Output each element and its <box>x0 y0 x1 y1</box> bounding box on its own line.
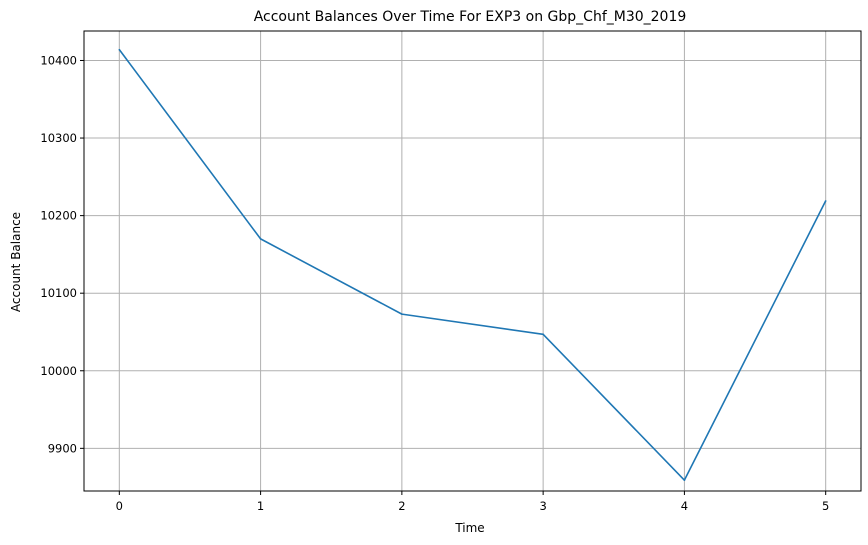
data-point <box>683 479 686 481</box>
data-point <box>542 333 544 336</box>
x-tick-label: 1 <box>257 499 264 513</box>
y-tick-label: 10300 <box>40 131 77 145</box>
data-point <box>259 238 262 240</box>
x-tick-label: 2 <box>398 499 405 513</box>
x-axis-label: Time <box>454 521 484 535</box>
grid <box>84 31 861 491</box>
y-tick-label: 10200 <box>40 209 77 223</box>
y-axis-label: Account Balance <box>9 212 23 312</box>
y-tick-label: 9900 <box>48 441 77 455</box>
series-group <box>118 48 827 481</box>
x-tick-label: 0 <box>116 499 123 513</box>
x-tick-label: 3 <box>539 499 546 513</box>
y-tick-label: 10400 <box>40 53 77 67</box>
y-tick-label: 10000 <box>40 364 77 378</box>
data-point <box>824 200 827 202</box>
ticks: 0 1 2 3 4 5 9900 10000 10100 10200 10300 10400 <box>40 53 829 513</box>
data-point <box>118 48 121 51</box>
data-point <box>401 313 403 315</box>
axes-frame <box>83 30 862 492</box>
chart-title: Account Balances Over Time For EXP3 on G… <box>254 9 687 25</box>
x-tick-label: 4 <box>681 499 688 513</box>
y-tick-label: 10100 <box>40 286 77 300</box>
series-line <box>118 49 827 481</box>
x-tick-label: 5 <box>822 499 829 513</box>
